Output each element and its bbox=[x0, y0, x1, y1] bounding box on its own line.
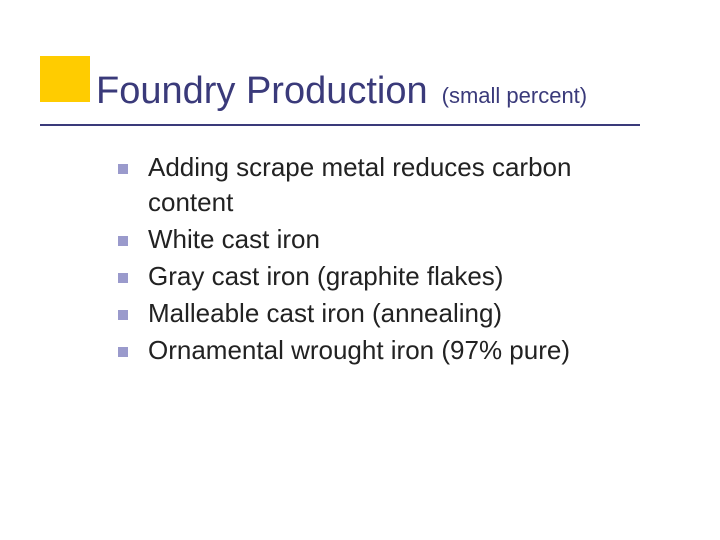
list-item: Malleable cast iron (annealing) bbox=[118, 296, 660, 331]
title-underline bbox=[40, 124, 640, 126]
list-item: Gray cast iron (graphite flakes) bbox=[118, 259, 660, 294]
list-item-text: White cast iron bbox=[148, 222, 320, 257]
list-item: Adding scrape metal reduces carbon conte… bbox=[118, 150, 660, 220]
title-row: Foundry Production (small percent) bbox=[96, 70, 680, 113]
body-content: Adding scrape metal reduces carbon conte… bbox=[118, 150, 660, 371]
list-item-text: Malleable cast iron (annealing) bbox=[148, 296, 502, 331]
slide: Foundry Production (small percent) Addin… bbox=[0, 0, 720, 540]
list-item: White cast iron bbox=[118, 222, 660, 257]
list-item-text: Adding scrape metal reduces carbon conte… bbox=[148, 150, 660, 220]
square-bullet-icon bbox=[118, 273, 128, 283]
square-bullet-icon bbox=[118, 164, 128, 174]
square-bullet-icon bbox=[118, 236, 128, 246]
slide-title: Foundry Production bbox=[96, 70, 428, 113]
square-bullet-icon bbox=[118, 347, 128, 357]
list-item: Ornamental wrought iron (97% pure) bbox=[118, 333, 660, 368]
list-item-text: Gray cast iron (graphite flakes) bbox=[148, 259, 503, 294]
square-bullet-icon bbox=[118, 310, 128, 320]
list-item-text: Ornamental wrought iron (97% pure) bbox=[148, 333, 570, 368]
slide-subtitle: (small percent) bbox=[442, 83, 587, 109]
accent-block bbox=[40, 56, 90, 102]
